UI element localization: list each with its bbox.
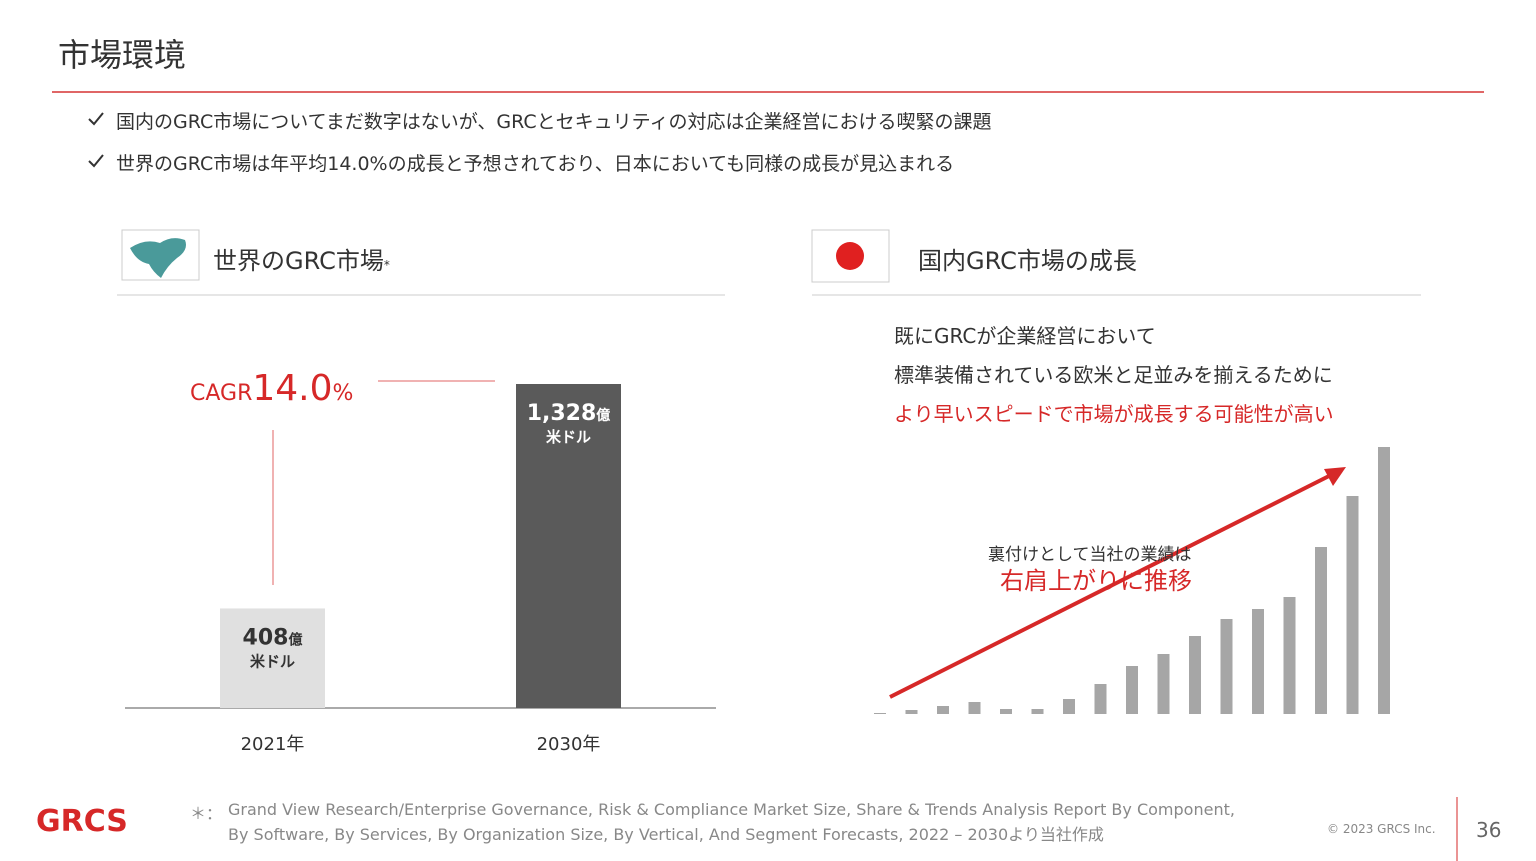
arrow-head <box>1324 467 1346 486</box>
value-sub: 米ドル <box>250 652 295 670</box>
bar <box>1315 547 1327 714</box>
cagr-unit: % <box>332 381 354 406</box>
bar <box>1000 709 1012 714</box>
bar <box>905 710 918 714</box>
value-unit: 億 <box>596 407 610 424</box>
note-mark: * <box>383 258 390 272</box>
bar <box>1252 609 1264 714</box>
value-sub: 米ドル <box>546 428 591 446</box>
text: 標準装備されている欧米と足並みを揃えるために <box>894 363 1333 387</box>
bar <box>1220 619 1233 714</box>
annotation: 裏付けとして当社の業績は <box>988 545 1192 565</box>
title: 市場環境 <box>58 36 187 74</box>
bullet: 国内のGRC市場についてまだ数字はないが、GRCとセキュリティの対応は企業経営に… <box>116 111 992 133</box>
title-rule <box>52 91 1484 93</box>
text: 世界のGRC市場 <box>213 247 384 275</box>
bar <box>1063 699 1075 714</box>
annotation-highlight: 右肩上がりに推移 <box>1000 567 1192 595</box>
panel-title: 国内GRC市場の成長 <box>918 247 1137 275</box>
map-shape <box>130 238 186 278</box>
bar <box>1031 709 1044 714</box>
check-icons <box>88 112 104 168</box>
bar <box>968 702 981 714</box>
bullet: 世界のGRC市場は年平均14.0%の成長と予想されており、日本においても同様の成… <box>116 153 955 175</box>
cagr-value: 14.0 <box>252 368 333 409</box>
value-label: 408億 <box>243 625 303 650</box>
note-mark: ＊： <box>190 804 223 823</box>
bar <box>937 706 949 714</box>
cagr-label: CAGR <box>190 381 253 406</box>
bar <box>220 608 325 708</box>
footnote: Grand View Research/Enterprise Governanc… <box>228 800 1235 819</box>
logo: GRCS <box>36 804 128 839</box>
footnote: By Software, By Services, By Organizatio… <box>228 825 1104 844</box>
value-number: 408 <box>243 625 289 650</box>
bar <box>874 713 886 714</box>
bar <box>516 384 621 708</box>
value-unit: 億 <box>288 631 302 648</box>
panel-title: 世界のGRC市場* <box>213 241 390 276</box>
highlight: より早いスピードで市場が成長する可能性が高い <box>894 402 1334 426</box>
bar <box>1283 597 1296 714</box>
value-label: 1,328億 <box>527 401 611 426</box>
bar <box>1346 496 1359 714</box>
bar <box>1094 684 1107 714</box>
bar <box>1157 654 1170 714</box>
bar <box>1378 447 1390 714</box>
trend-arrow <box>889 472 1334 699</box>
cagr: CAGR14.0% <box>190 368 353 409</box>
x-tick-label: 2030年 <box>537 734 601 755</box>
bar <box>1189 636 1201 714</box>
page-number: 36 <box>1476 818 1502 842</box>
bar <box>1126 666 1138 714</box>
flag-circle <box>836 242 864 270</box>
value-number: 1,328 <box>527 401 597 426</box>
copyright: © 2023 GRCS Inc. <box>1327 822 1436 836</box>
text: 既にGRCが企業経営において <box>894 324 1156 348</box>
x-tick-label: 2021年 <box>241 734 305 755</box>
